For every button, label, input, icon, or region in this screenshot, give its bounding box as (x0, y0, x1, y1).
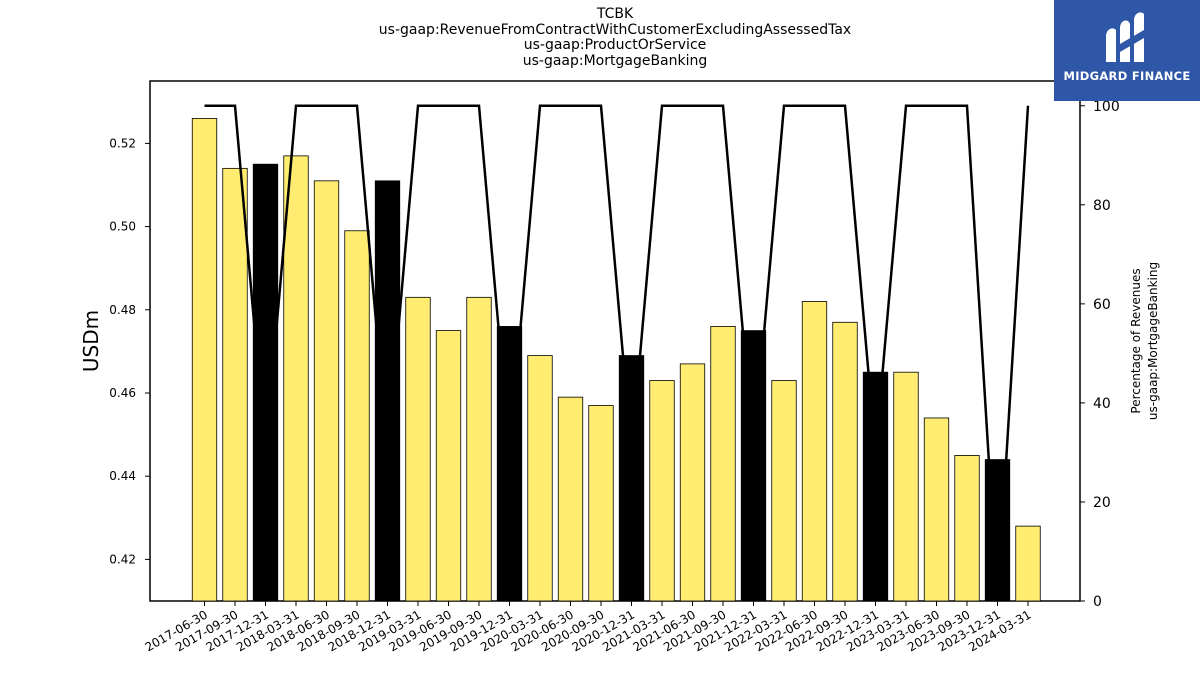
y-tick-label: 0.42 (109, 552, 136, 566)
bar-2022-09-30 (832, 321, 858, 602)
bar-2018-03-31 (283, 155, 309, 602)
title-line-axis: us-gaap:ProductOrService (523, 37, 707, 53)
y-tick-label: 0.46 (109, 386, 136, 400)
y2-tick-label: 80 (1093, 198, 1111, 214)
x-axis: 2017-06-302017-09-302017-12-312018-03-31… (143, 601, 1034, 654)
percentage-line-layer (204, 104, 1030, 602)
title-line-member: us-gaap:MortgageBanking (522, 52, 708, 69)
y2-tick-label: 40 (1093, 396, 1111, 412)
bar-2017-12-31 (252, 163, 279, 602)
bar-2020-12-31 (618, 355, 645, 602)
chart-title: TCBK us-gaap:RevenueFromContractWithCust… (315, 6, 915, 69)
bar-2019-06-30 (435, 330, 462, 602)
bar-2019-09-30 (466, 296, 492, 602)
bar-2021-09-30 (710, 326, 736, 602)
bar-2020-06-30 (557, 396, 584, 602)
y2-axis-label-line2: us-gaap:MortgageBanking (1146, 262, 1160, 420)
percentage-line (204, 104, 1030, 602)
bar-2022-06-30 (801, 301, 828, 602)
bar-2019-03-31 (405, 296, 431, 602)
bar-2023-06-30 (923, 417, 950, 602)
bar-2020-09-30 (588, 405, 614, 602)
y-axis-left: 0.42 0.44 0.46 0.48 0.50 0.52 (109, 136, 150, 566)
bar-2021-06-30 (679, 363, 706, 602)
bar-2017-06-30 (191, 118, 218, 602)
y2-axis-label: Percentage of Revenues us-gaap:MortgageB… (1129, 262, 1160, 420)
bar-2018-12-31 (374, 180, 401, 602)
title-line-concept: us-gaap:RevenueFromContractWithCustomerE… (378, 21, 852, 38)
y2-tick-label: 100 (1093, 99, 1120, 115)
bar-2021-12-31 (740, 330, 767, 602)
bar-2020-03-31 (527, 355, 553, 602)
y2-axis-label-line1: Percentage of Revenues (1129, 268, 1143, 413)
bars-layer (191, 118, 1041, 602)
bar-2024-03-31 (1015, 525, 1041, 602)
bar-2023-09-30 (954, 454, 980, 602)
y-axis-right: 0 20 40 60 80 100 (1080, 99, 1120, 610)
y-tick-label: 0.48 (109, 303, 136, 317)
bar-2017-09-30 (222, 167, 248, 602)
y-tick-label: 0.52 (109, 136, 136, 150)
midgard-logo: MIDGARD FINANCE (1054, 0, 1200, 101)
bar-2018-06-30 (313, 180, 340, 602)
midgard-logo-icon (1106, 12, 1144, 62)
midgard-logo-text: MIDGARD FINANCE (1063, 69, 1191, 83)
bar-2022-03-31 (771, 380, 797, 602)
y-axis-label: USDm (79, 310, 103, 372)
plot-frame (149, 80, 1081, 602)
bar-2018-09-30 (344, 230, 370, 602)
y2-tick-label: 60 (1093, 297, 1111, 313)
title-line-ticker: TCBK (596, 6, 634, 22)
y-tick-label: 0.44 (109, 469, 136, 483)
bar-2022-12-31 (862, 371, 889, 602)
bar-2023-03-31 (893, 371, 919, 602)
y2-tick-label: 0 (1093, 594, 1102, 610)
y-tick-label: 0.50 (109, 220, 136, 234)
bar-2021-03-31 (649, 380, 675, 602)
y2-tick-label: 20 (1093, 495, 1111, 511)
